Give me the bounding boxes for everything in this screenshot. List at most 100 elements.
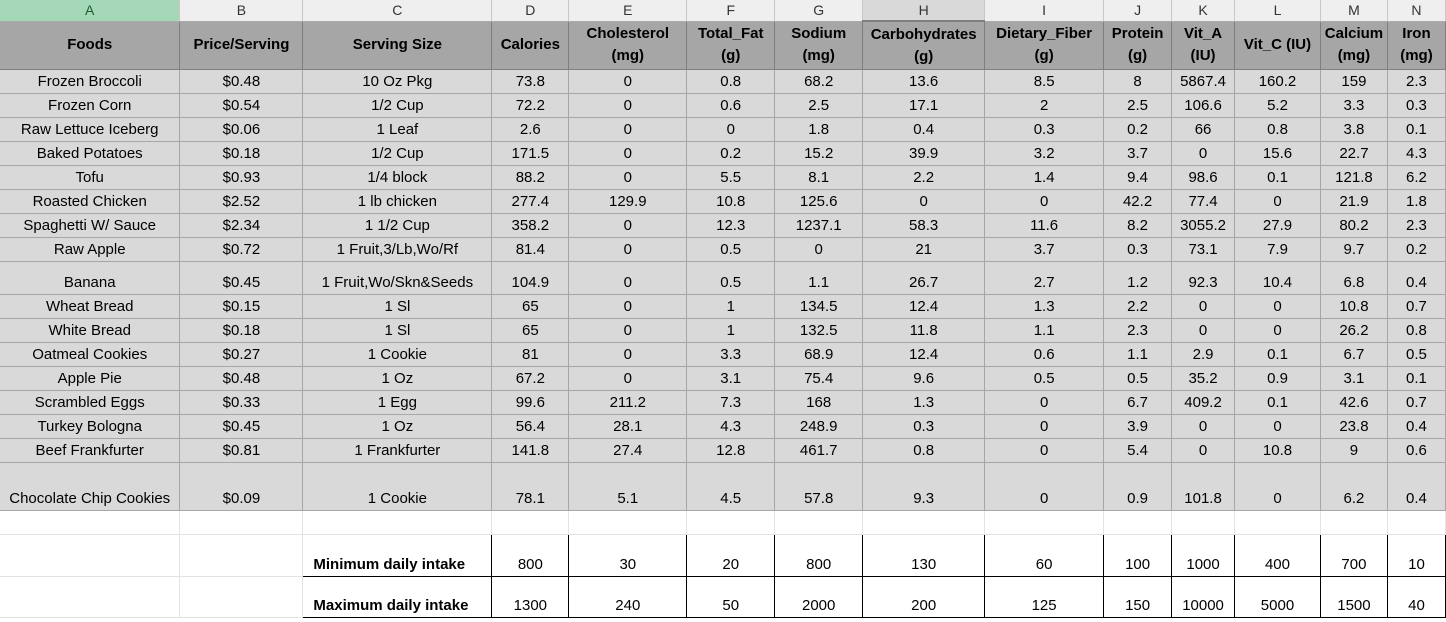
table-cell[interactable]: 1/2 Cup [302, 141, 493, 166]
table-cell[interactable]: 1/4 block [302, 165, 493, 190]
table-cell[interactable]: 4.3 [686, 414, 776, 439]
table-cell[interactable]: 88.2 [491, 165, 570, 190]
table-cell[interactable]: 5.2 [1234, 93, 1321, 118]
empty-cell[interactable] [1171, 510, 1236, 535]
table-cell[interactable]: 1 Fruit,3/Lb,Wo/Rf [302, 237, 493, 262]
table-cell[interactable]: 168 [774, 390, 864, 415]
table-cell[interactable]: $0.72 [179, 237, 304, 262]
table-cell[interactable]: 211.2 [568, 390, 688, 415]
table-cell[interactable]: 2.7 [984, 261, 1105, 295]
table-cell[interactable]: 1 Cookie [302, 342, 493, 367]
table-cell[interactable]: 8.5 [984, 69, 1105, 94]
table-cell[interactable]: 0.5 [686, 261, 776, 295]
table-cell[interactable]: 7.3 [686, 390, 776, 415]
table-cell[interactable]: 8 [1103, 69, 1173, 94]
table-cell[interactable]: $0.15 [179, 294, 304, 319]
table-cell[interactable]: $0.18 [179, 318, 304, 343]
table-cell[interactable]: 0 [568, 165, 688, 190]
table-cell[interactable]: 3.7 [984, 237, 1105, 262]
header-cell[interactable]: Price/Serving [179, 21, 304, 70]
table-cell[interactable]: 0 [1234, 294, 1321, 319]
table-cell[interactable]: Turkey Bologna [0, 414, 181, 439]
table-cell[interactable]: Wheat Bread [0, 294, 181, 319]
table-cell[interactable]: 0 [1171, 141, 1236, 166]
table-cell[interactable]: 358.2 [491, 213, 570, 238]
table-cell[interactable]: 0.1 [1234, 165, 1321, 190]
table-cell[interactable]: 56.4 [491, 414, 570, 439]
table-cell[interactable]: 0 [1171, 414, 1236, 439]
column-header-m[interactable]: M [1320, 0, 1388, 22]
table-cell[interactable]: 3055.2 [1171, 213, 1236, 238]
table-cell[interactable]: 1 Sl [302, 318, 493, 343]
table-cell[interactable]: 1 Oz [302, 414, 493, 439]
table-cell[interactable]: Baked Potatoes [0, 141, 181, 166]
table-cell[interactable]: 9.4 [1103, 165, 1173, 190]
empty-cell[interactable] [179, 510, 304, 535]
table-cell[interactable]: 0.6 [984, 342, 1105, 367]
intake-value-cell[interactable]: 125 [984, 576, 1105, 618]
table-cell[interactable]: 0.5 [1103, 366, 1173, 391]
table-cell[interactable]: 6.7 [1320, 342, 1388, 367]
column-header-i[interactable]: I [984, 0, 1105, 22]
table-cell[interactable]: 12.8 [686, 438, 776, 463]
table-cell[interactable]: 10 Oz Pkg [302, 69, 493, 94]
intake-value-cell[interactable]: 400 [1234, 534, 1321, 577]
table-cell[interactable]: 0 [568, 237, 688, 262]
table-cell[interactable]: 65 [491, 294, 570, 319]
table-cell[interactable]: 12.4 [862, 294, 986, 319]
table-cell[interactable]: $2.52 [179, 189, 304, 214]
table-cell[interactable]: 73.1 [1171, 237, 1236, 262]
table-cell[interactable]: 35.2 [1171, 366, 1236, 391]
table-cell[interactable]: 0 [984, 438, 1105, 463]
table-cell[interactable]: 9.3 [862, 462, 986, 511]
table-cell[interactable]: 7.9 [1234, 237, 1321, 262]
intake-value-cell[interactable]: 1300 [491, 576, 570, 618]
table-cell[interactable]: 0.1 [1234, 342, 1321, 367]
intake-value-cell[interactable]: 5000 [1234, 576, 1321, 618]
intake-label[interactable]: Minimum daily intake [302, 534, 493, 577]
table-cell[interactable]: 0.9 [1103, 462, 1173, 511]
table-cell[interactable]: Tofu [0, 165, 181, 190]
table-cell[interactable]: 409.2 [1171, 390, 1236, 415]
table-cell[interactable]: 0.9 [1234, 366, 1321, 391]
table-cell[interactable]: 57.8 [774, 462, 864, 511]
intake-value-cell[interactable]: 1000 [1171, 534, 1236, 577]
table-cell[interactable]: $0.45 [179, 414, 304, 439]
table-cell[interactable]: 2.2 [862, 165, 986, 190]
table-cell[interactable]: 75.4 [774, 366, 864, 391]
table-cell[interactable]: 0.1 [1387, 366, 1446, 391]
table-cell[interactable]: 6.8 [1320, 261, 1388, 295]
table-cell[interactable]: 0 [774, 237, 864, 262]
header-cell[interactable]: Protein (g) [1103, 21, 1173, 70]
column-header-b[interactable]: B [179, 0, 304, 22]
intake-value-cell[interactable]: 200 [862, 576, 986, 618]
table-cell[interactable]: 0 [1234, 318, 1321, 343]
table-cell[interactable]: 77.4 [1171, 189, 1236, 214]
table-cell[interactable]: 2.3 [1387, 69, 1446, 94]
table-cell[interactable]: 8.1 [774, 165, 864, 190]
table-cell[interactable]: 0 [568, 141, 688, 166]
table-cell[interactable]: 1.8 [1387, 189, 1446, 214]
table-cell[interactable]: 0.4 [1387, 414, 1446, 439]
empty-cell[interactable] [302, 510, 493, 535]
table-cell[interactable]: Banana [0, 261, 181, 295]
table-cell[interactable]: 0.5 [1387, 342, 1446, 367]
intake-value-cell[interactable]: 50 [686, 576, 776, 618]
table-cell[interactable]: 13.6 [862, 69, 986, 94]
table-cell[interactable]: 0 [686, 117, 776, 142]
table-cell[interactable]: 6.7 [1103, 390, 1173, 415]
column-header-f[interactable]: F [686, 0, 776, 22]
table-cell[interactable]: 0 [1171, 318, 1236, 343]
table-cell[interactable]: 92.3 [1171, 261, 1236, 295]
table-cell[interactable]: 39.9 [862, 141, 986, 166]
table-cell[interactable]: 1.1 [1103, 342, 1173, 367]
table-cell[interactable]: Oatmeal Cookies [0, 342, 181, 367]
table-cell[interactable]: 15.6 [1234, 141, 1321, 166]
table-cell[interactable]: 0 [1234, 462, 1321, 511]
table-cell[interactable]: 2.3 [1103, 318, 1173, 343]
table-cell[interactable]: 65 [491, 318, 570, 343]
column-header-d[interactable]: D [491, 0, 570, 22]
table-cell[interactable]: $0.81 [179, 438, 304, 463]
table-cell[interactable]: 1 1/2 Cup [302, 213, 493, 238]
table-cell[interactable]: 0.7 [1387, 294, 1446, 319]
